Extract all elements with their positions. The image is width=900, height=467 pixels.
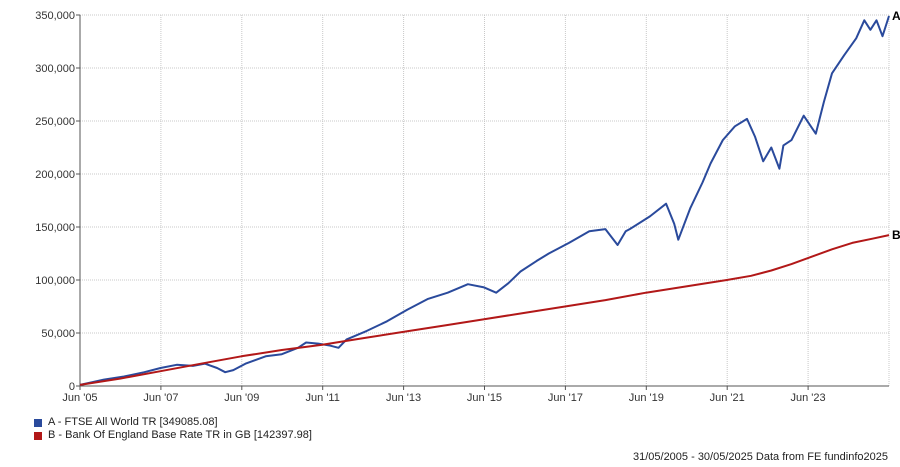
legend: A - FTSE All World TR [349085.08] B - Ba…	[34, 416, 312, 442]
line-chart: Jun '05 Jun '07 Jun '09 Jun '11 Jun '13 Jun '…	[35, 9, 900, 404]
x-tick-label: Jun '11	[306, 392, 340, 404]
y-tick-label: 150,000	[35, 222, 75, 234]
y-axis-ticks: 0 50,000 100,000 150,000 200,000 250,000 300,0…	[35, 10, 80, 393]
legend-label-a: A - FTSE All World TR [349085.08]	[48, 416, 218, 428]
legend-swatch-a	[34, 418, 42, 427]
x-tick-label: Jun '21	[710, 392, 745, 404]
series-end-label-a: A	[892, 9, 900, 23]
x-axis-ticks: Jun '05 Jun '07 Jun '09 Jun '11 Jun '13 Jun '…	[62, 386, 826, 404]
series-end-labels: AB	[892, 9, 900, 242]
x-tick-label: Jun '07	[143, 392, 178, 404]
legend-swatch-b	[34, 431, 42, 440]
grid-lines	[80, 14, 890, 386]
x-tick-label: Jun '19	[629, 392, 664, 404]
y-tick-label: 300,000	[35, 63, 75, 75]
series-lines	[79, 15, 890, 386]
x-tick-label: Jun '05	[62, 392, 97, 404]
series-end-label-b: B	[892, 228, 900, 242]
date-range-footer: 31/05/2005 - 30/05/2025 Data from FE fun…	[632, 451, 888, 463]
y-tick-label: 100,000	[35, 275, 75, 287]
legend-label-b: B - Bank Of England Base Rate TR in GB […	[48, 429, 312, 441]
x-tick-label: Jun '13	[386, 392, 421, 404]
y-tick-label: 0	[69, 381, 75, 393]
axes	[79, 15, 889, 387]
legend-item-b[interactable]: B - Bank Of England Base Rate TR in GB […	[34, 429, 312, 442]
y-tick-label: 350,000	[35, 10, 75, 22]
series-line-a	[79, 15, 890, 386]
x-tick-label: Jun '17	[548, 392, 583, 404]
x-tick-label: Jun '23	[791, 392, 826, 404]
series-line-b	[79, 234, 890, 386]
y-tick-label: 50,000	[41, 328, 75, 340]
x-tick-label: Jun '15	[467, 392, 502, 404]
x-tick-label: Jun '09	[224, 392, 259, 404]
y-tick-label: 250,000	[35, 116, 75, 128]
legend-item-a[interactable]: A - FTSE All World TR [349085.08]	[34, 416, 312, 429]
y-tick-label: 200,000	[35, 169, 75, 181]
